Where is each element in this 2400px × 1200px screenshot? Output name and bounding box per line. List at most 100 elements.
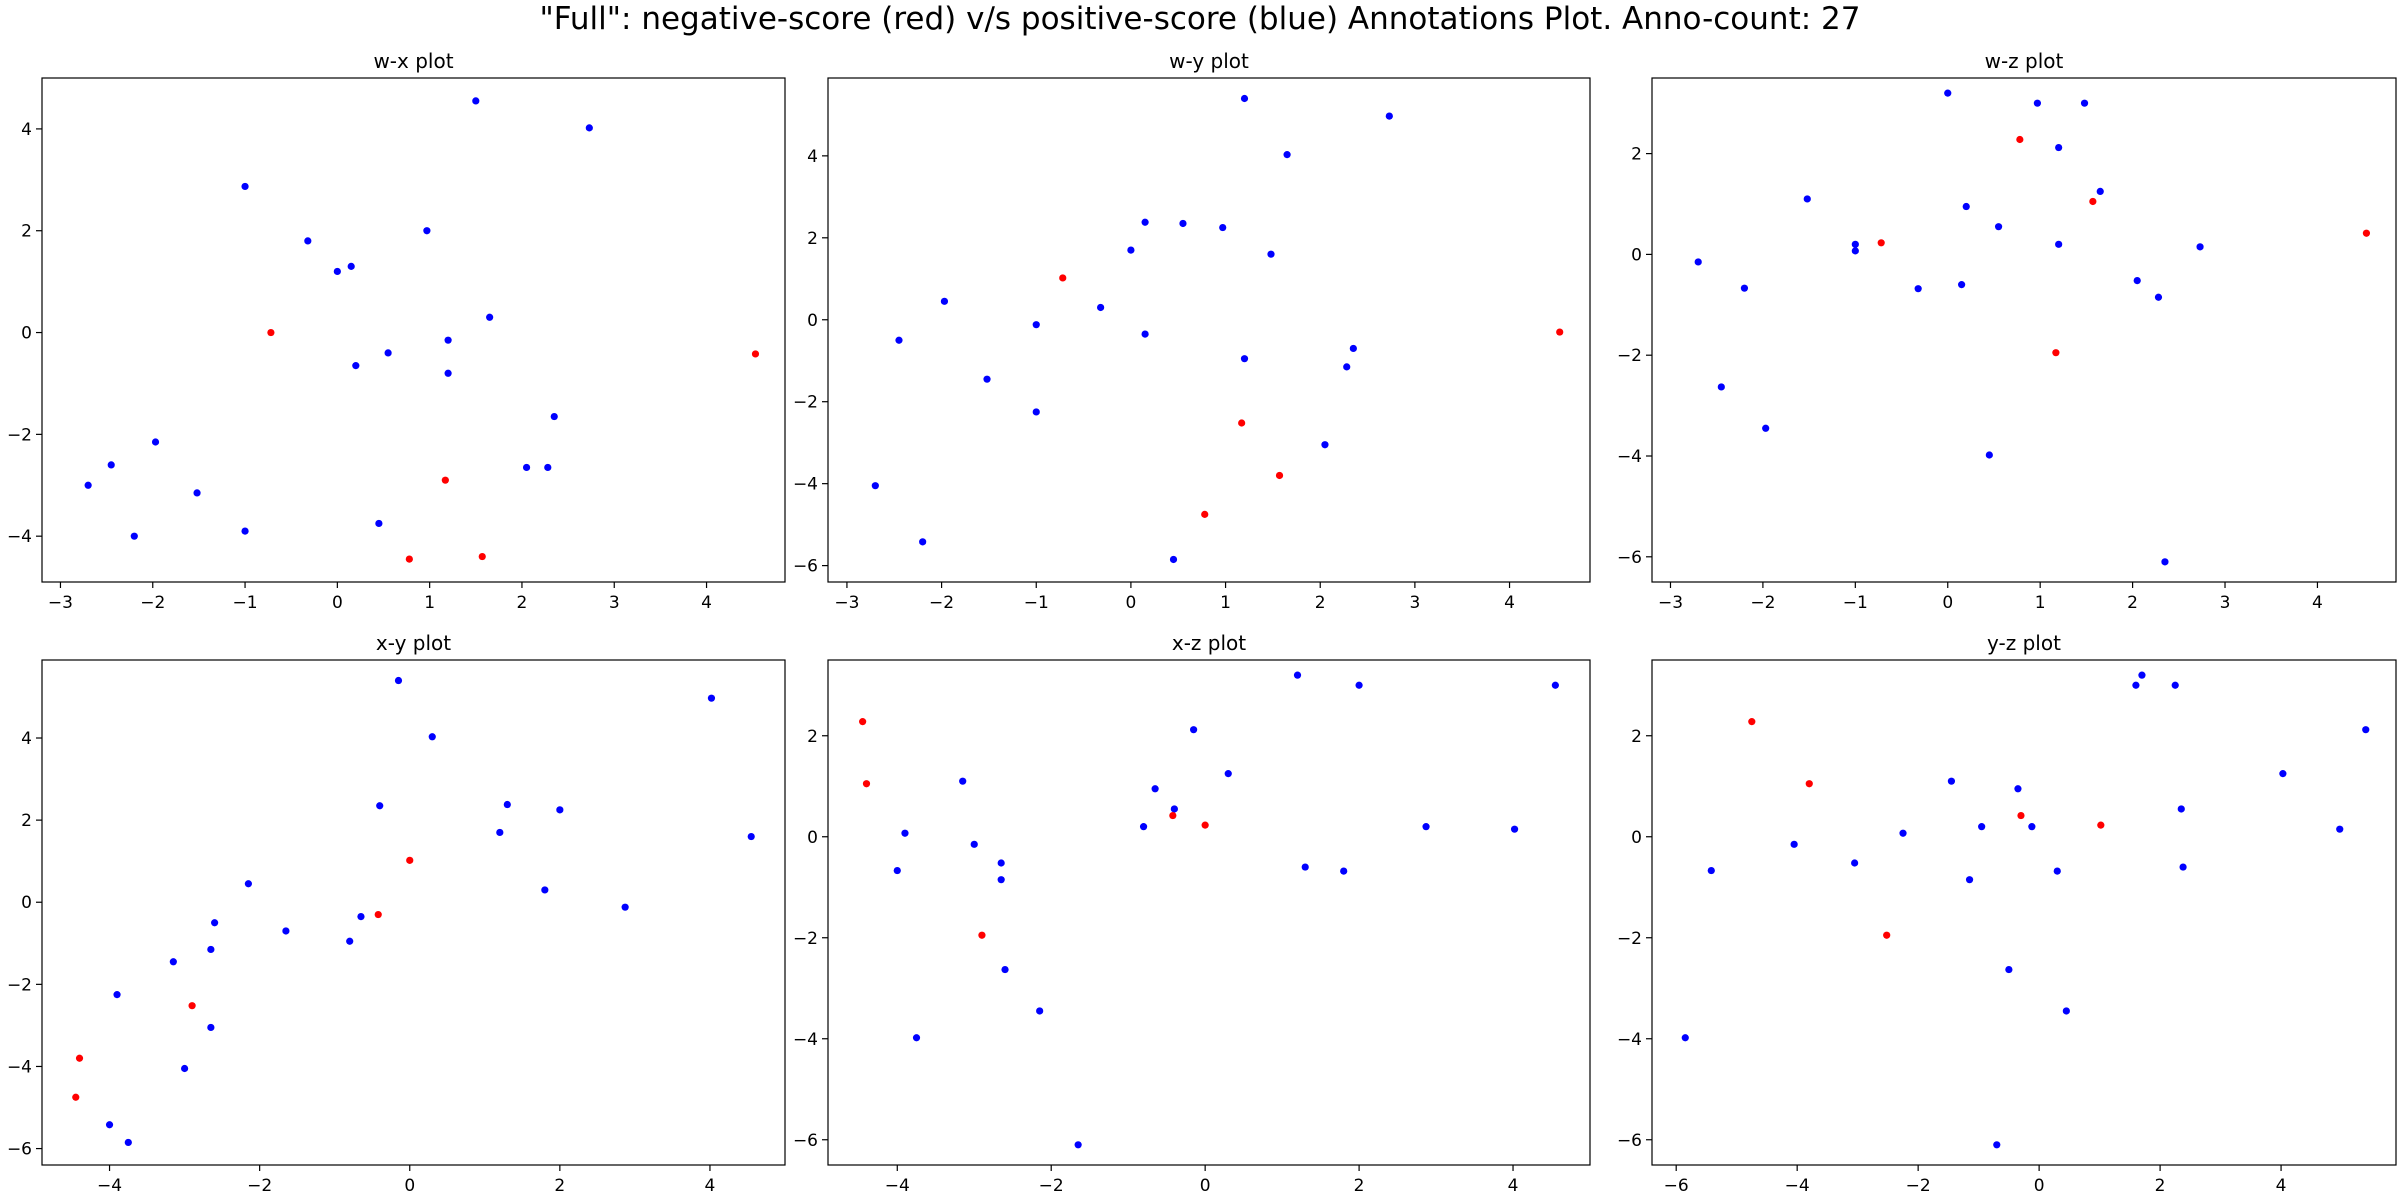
data-point bbox=[1097, 303, 1105, 312]
data-point bbox=[1151, 785, 1159, 793]
data-point bbox=[1947, 777, 1956, 785]
data-point bbox=[1170, 805, 1178, 813]
data-point bbox=[405, 555, 413, 563]
y-tick-label: 0 bbox=[21, 893, 32, 913]
x-tick-label: −6 bbox=[1664, 1176, 1689, 1196]
data-point bbox=[207, 945, 215, 954]
y-tick-label: −6 bbox=[1617, 1131, 1642, 1151]
data-point bbox=[2161, 558, 2169, 566]
y-tick-label: 2 bbox=[21, 811, 32, 831]
data-point bbox=[2055, 143, 2063, 152]
x-tick-label: −4 bbox=[1785, 1176, 1810, 1196]
data-point bbox=[1349, 344, 1357, 353]
data-point bbox=[1201, 821, 1209, 829]
data-point bbox=[940, 297, 949, 305]
x-tick-label: −3 bbox=[834, 593, 859, 613]
data-point bbox=[1851, 240, 1859, 248]
data-point bbox=[1267, 250, 1275, 258]
data-point bbox=[1883, 931, 1891, 939]
data-point bbox=[1790, 840, 1798, 848]
data-point bbox=[1694, 258, 1702, 266]
data-point bbox=[550, 412, 558, 421]
data-point bbox=[282, 927, 290, 935]
data-point bbox=[346, 937, 354, 945]
y-tick-label: −2 bbox=[7, 425, 32, 445]
data-point bbox=[2052, 349, 2060, 357]
x-tick-label: 2 bbox=[1354, 1176, 1365, 1196]
data-point bbox=[347, 262, 355, 270]
data-point bbox=[376, 802, 384, 810]
data-point bbox=[2279, 770, 2287, 778]
x-tick-label: 1 bbox=[1220, 593, 1231, 613]
data-point bbox=[1321, 441, 1329, 449]
data-point bbox=[1240, 94, 1249, 103]
data-point bbox=[983, 375, 991, 383]
x-tick-label: 0 bbox=[2034, 1176, 2045, 1196]
data-point bbox=[1681, 1034, 1689, 1042]
data-point bbox=[2053, 867, 2061, 875]
x-tick-label: −2 bbox=[1750, 593, 1775, 613]
data-point bbox=[2055, 240, 2063, 248]
y-tick-label: −4 bbox=[793, 1030, 818, 1050]
data-point bbox=[1985, 451, 1993, 459]
data-point bbox=[2362, 726, 2370, 734]
data-point bbox=[901, 829, 909, 837]
data-point bbox=[1877, 239, 1885, 247]
subplot-title: w-z plot bbox=[1985, 49, 2064, 73]
data-point bbox=[1036, 1007, 1044, 1015]
data-point bbox=[124, 1138, 132, 1147]
data-point bbox=[1179, 219, 1187, 228]
y-tick-label: 4 bbox=[21, 120, 32, 140]
data-point bbox=[997, 859, 1005, 867]
data-point bbox=[169, 958, 177, 966]
y-tick-label: 0 bbox=[807, 311, 818, 331]
data-point bbox=[151, 438, 160, 446]
data-point bbox=[1965, 876, 1974, 884]
y-tick-label: −2 bbox=[793, 393, 818, 413]
data-point bbox=[211, 919, 219, 927]
data-point bbox=[1032, 321, 1040, 329]
data-point bbox=[2154, 293, 2163, 301]
data-point bbox=[375, 519, 383, 528]
x-tick-label: 4 bbox=[705, 1176, 716, 1196]
data-point bbox=[2089, 197, 2097, 206]
y-tick-label: 0 bbox=[1631, 245, 1642, 265]
data-point bbox=[1127, 246, 1135, 254]
data-point bbox=[2133, 277, 2141, 285]
data-point bbox=[304, 237, 312, 245]
subplot-5: x-z plot −4 −2 0 2 4 −6 −4 −2 0 2 bbox=[793, 631, 1591, 1196]
y-tick-label: −6 bbox=[1617, 548, 1642, 568]
x-tick-label: 0 bbox=[1200, 1176, 1211, 1196]
data-point bbox=[444, 369, 452, 377]
data-point bbox=[997, 876, 1005, 884]
data-point bbox=[1343, 363, 1351, 371]
data-point bbox=[862, 780, 871, 788]
subplot-6: y-z plot −6 −4 −2 0 2 4 −6 −4 −2 0 2 bbox=[1617, 631, 2397, 1196]
data-point bbox=[1740, 284, 1749, 292]
data-point bbox=[585, 124, 593, 132]
data-point bbox=[751, 350, 760, 358]
y-tick-label: −2 bbox=[1617, 346, 1642, 366]
data-point bbox=[1805, 780, 1813, 788]
y-tick-label: 4 bbox=[807, 147, 818, 167]
data-point bbox=[1238, 419, 1246, 427]
x-tick-label: −3 bbox=[48, 593, 73, 613]
x-tick-label: 2 bbox=[517, 593, 528, 613]
data-point bbox=[2179, 863, 2187, 871]
data-point bbox=[1944, 89, 1952, 97]
data-point bbox=[2132, 681, 2140, 689]
data-point bbox=[1190, 726, 1198, 734]
data-point bbox=[180, 1064, 189, 1073]
data-point bbox=[544, 463, 552, 472]
data-point bbox=[2138, 671, 2146, 679]
data-point bbox=[113, 991, 121, 999]
data-point bbox=[1551, 681, 1559, 689]
axes-frame bbox=[827, 659, 1591, 1166]
axes-frame bbox=[827, 77, 1591, 583]
data-point bbox=[1240, 355, 1249, 363]
subplot-1: w-x plot −3 −2 −1 0 1 2 3 4 −4 −2 0 2 4 bbox=[7, 49, 786, 613]
data-point bbox=[188, 1002, 196, 1010]
data-point bbox=[1994, 223, 2003, 231]
